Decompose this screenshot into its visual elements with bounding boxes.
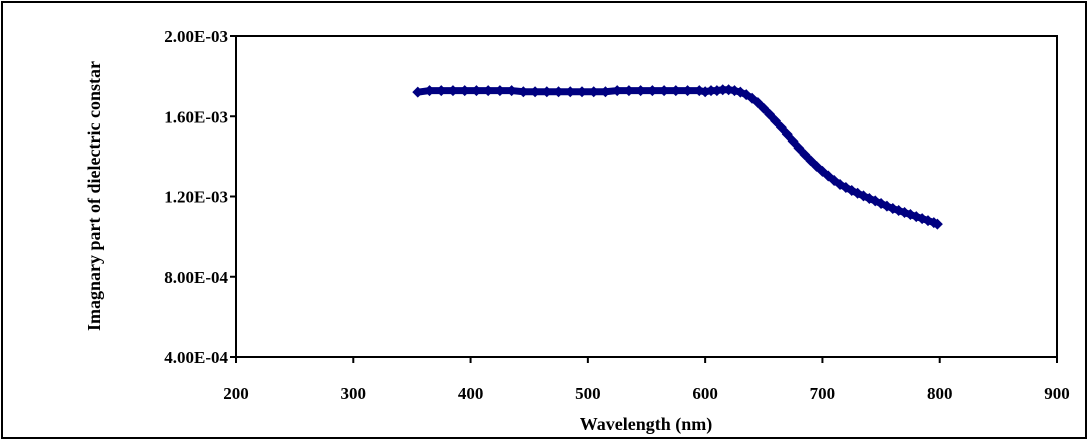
data-point xyxy=(529,86,541,98)
data-point xyxy=(931,218,943,230)
x-tick-label: 400 xyxy=(458,384,484,403)
data-point xyxy=(564,86,576,98)
data-point xyxy=(576,86,588,98)
x-axis-title: Wavelength (nm) xyxy=(580,414,713,435)
y-tick-label: 4.00E-04 xyxy=(164,348,228,367)
data-point xyxy=(682,85,694,97)
x-tick-label: 500 xyxy=(575,384,601,403)
data-point xyxy=(805,155,817,167)
data-point xyxy=(787,135,799,147)
data-point xyxy=(517,86,529,98)
data-point xyxy=(758,102,770,114)
x-tick-label: 800 xyxy=(927,384,953,403)
data-point xyxy=(459,85,471,97)
x-tick-label: 900 xyxy=(1044,384,1070,403)
x-tick-label: 300 xyxy=(341,384,367,403)
data-point xyxy=(506,85,518,97)
y-tick-label: 1.20E-03 xyxy=(164,188,228,207)
data-point xyxy=(799,149,811,161)
data-point xyxy=(635,85,647,97)
data-point xyxy=(670,85,682,97)
data-point xyxy=(494,85,506,97)
data-point xyxy=(412,86,424,98)
data-point xyxy=(611,85,623,97)
data-point xyxy=(470,85,482,97)
data-point xyxy=(553,86,565,98)
data-point xyxy=(447,85,459,97)
data-point xyxy=(646,85,658,97)
data-point xyxy=(435,85,447,97)
y-tick-label: 2.00E-03 xyxy=(164,27,228,46)
data-point xyxy=(793,142,805,154)
x-tick-label: 200 xyxy=(223,384,249,403)
y-tick-label: 1.60E-03 xyxy=(164,107,228,126)
x-tick-label: 600 xyxy=(692,384,718,403)
data-point xyxy=(623,85,635,97)
data-point xyxy=(541,86,553,98)
y-tick-label: 8.00E-04 xyxy=(164,268,228,287)
x-tick-label: 700 xyxy=(810,384,836,403)
data-point xyxy=(482,85,494,97)
data-series xyxy=(412,84,943,230)
data-point xyxy=(588,86,600,98)
plot-area xyxy=(235,35,1058,358)
data-point xyxy=(781,128,793,140)
data-point xyxy=(599,86,611,98)
data-point xyxy=(752,97,764,109)
data-point xyxy=(770,115,782,127)
data-point xyxy=(764,108,776,120)
y-axis-title: Imagnary part of dielectric constar xyxy=(84,61,104,331)
data-point xyxy=(658,85,670,97)
data-point xyxy=(717,84,729,96)
data-point xyxy=(705,85,717,97)
y-axis: 4.00E-04 8.00E-04 1.20E-03 1.60E-03 2.00E-03 xyxy=(164,27,236,367)
x-axis: 200 300 400 500 600 700 800 900 xyxy=(223,357,1070,403)
data-point xyxy=(424,85,436,97)
data-point xyxy=(775,121,787,133)
